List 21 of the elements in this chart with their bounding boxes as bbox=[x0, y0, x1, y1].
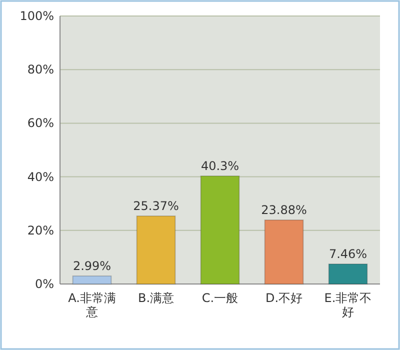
x-tick-label: A.非常满意 bbox=[68, 291, 116, 319]
y-tick-label: 0% bbox=[34, 277, 54, 291]
y-tick-label: 20% bbox=[27, 223, 54, 238]
bar bbox=[200, 175, 240, 284]
data-label: 7.46% bbox=[328, 247, 368, 262]
y-tick-label: 80% bbox=[27, 62, 54, 77]
y-tick-label: 100% bbox=[20, 9, 54, 23]
data-label: 23.88% bbox=[261, 203, 307, 217]
bar bbox=[72, 275, 112, 284]
x-tick-label: B.满意 bbox=[138, 291, 174, 305]
y-tick-label: 40% bbox=[27, 170, 54, 184]
data-label: 40.3% bbox=[200, 158, 240, 173]
y-tick-label: 60% bbox=[27, 116, 54, 130]
data-label: 2.99% bbox=[72, 258, 112, 273]
x-tick-label: D.不好 bbox=[265, 291, 303, 305]
bar bbox=[264, 220, 304, 284]
bar bbox=[136, 216, 176, 284]
bar bbox=[328, 264, 368, 284]
data-label: 25.37% bbox=[133, 199, 179, 214]
x-tick-label: E.非常不好 bbox=[324, 291, 372, 319]
x-tick-label: C.一般 bbox=[202, 291, 238, 305]
